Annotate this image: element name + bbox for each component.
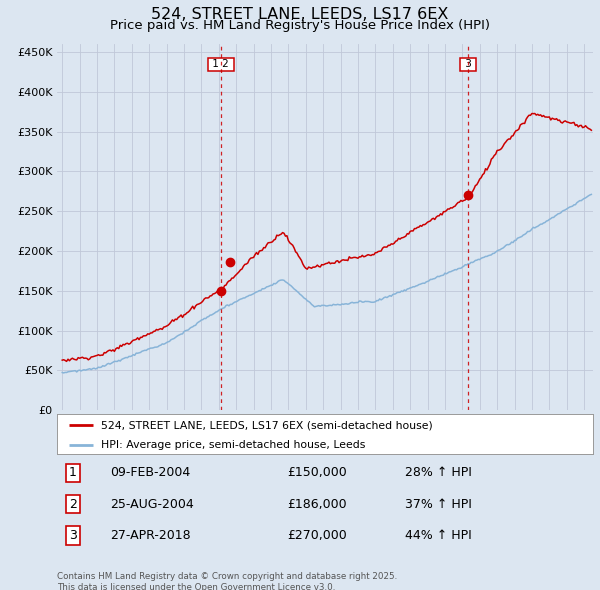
Text: Price paid vs. HM Land Registry's House Price Index (HPI): Price paid vs. HM Land Registry's House … (110, 19, 490, 32)
Text: 09-FEB-2004: 09-FEB-2004 (110, 467, 191, 480)
Text: 3: 3 (69, 529, 77, 542)
Text: 25-AUG-2004: 25-AUG-2004 (110, 497, 194, 510)
Text: 1 2: 1 2 (209, 60, 232, 70)
Text: 1: 1 (69, 467, 77, 480)
Text: Contains HM Land Registry data © Crown copyright and database right 2025.
This d: Contains HM Land Registry data © Crown c… (57, 572, 397, 590)
Text: £270,000: £270,000 (287, 529, 347, 542)
Text: 28% ↑ HPI: 28% ↑ HPI (405, 467, 472, 480)
Text: 524, STREET LANE, LEEDS, LS17 6EX (semi-detached house): 524, STREET LANE, LEEDS, LS17 6EX (semi-… (101, 421, 433, 431)
Text: HPI: Average price, semi-detached house, Leeds: HPI: Average price, semi-detached house,… (101, 441, 365, 451)
Text: 37% ↑ HPI: 37% ↑ HPI (405, 497, 472, 510)
Text: 3: 3 (461, 60, 475, 70)
Text: 27-APR-2018: 27-APR-2018 (110, 529, 191, 542)
Text: 2: 2 (69, 497, 77, 510)
Text: £186,000: £186,000 (287, 497, 347, 510)
Text: 44% ↑ HPI: 44% ↑ HPI (405, 529, 472, 542)
Text: 524, STREET LANE, LEEDS, LS17 6EX: 524, STREET LANE, LEEDS, LS17 6EX (151, 7, 449, 22)
Text: £150,000: £150,000 (287, 467, 347, 480)
